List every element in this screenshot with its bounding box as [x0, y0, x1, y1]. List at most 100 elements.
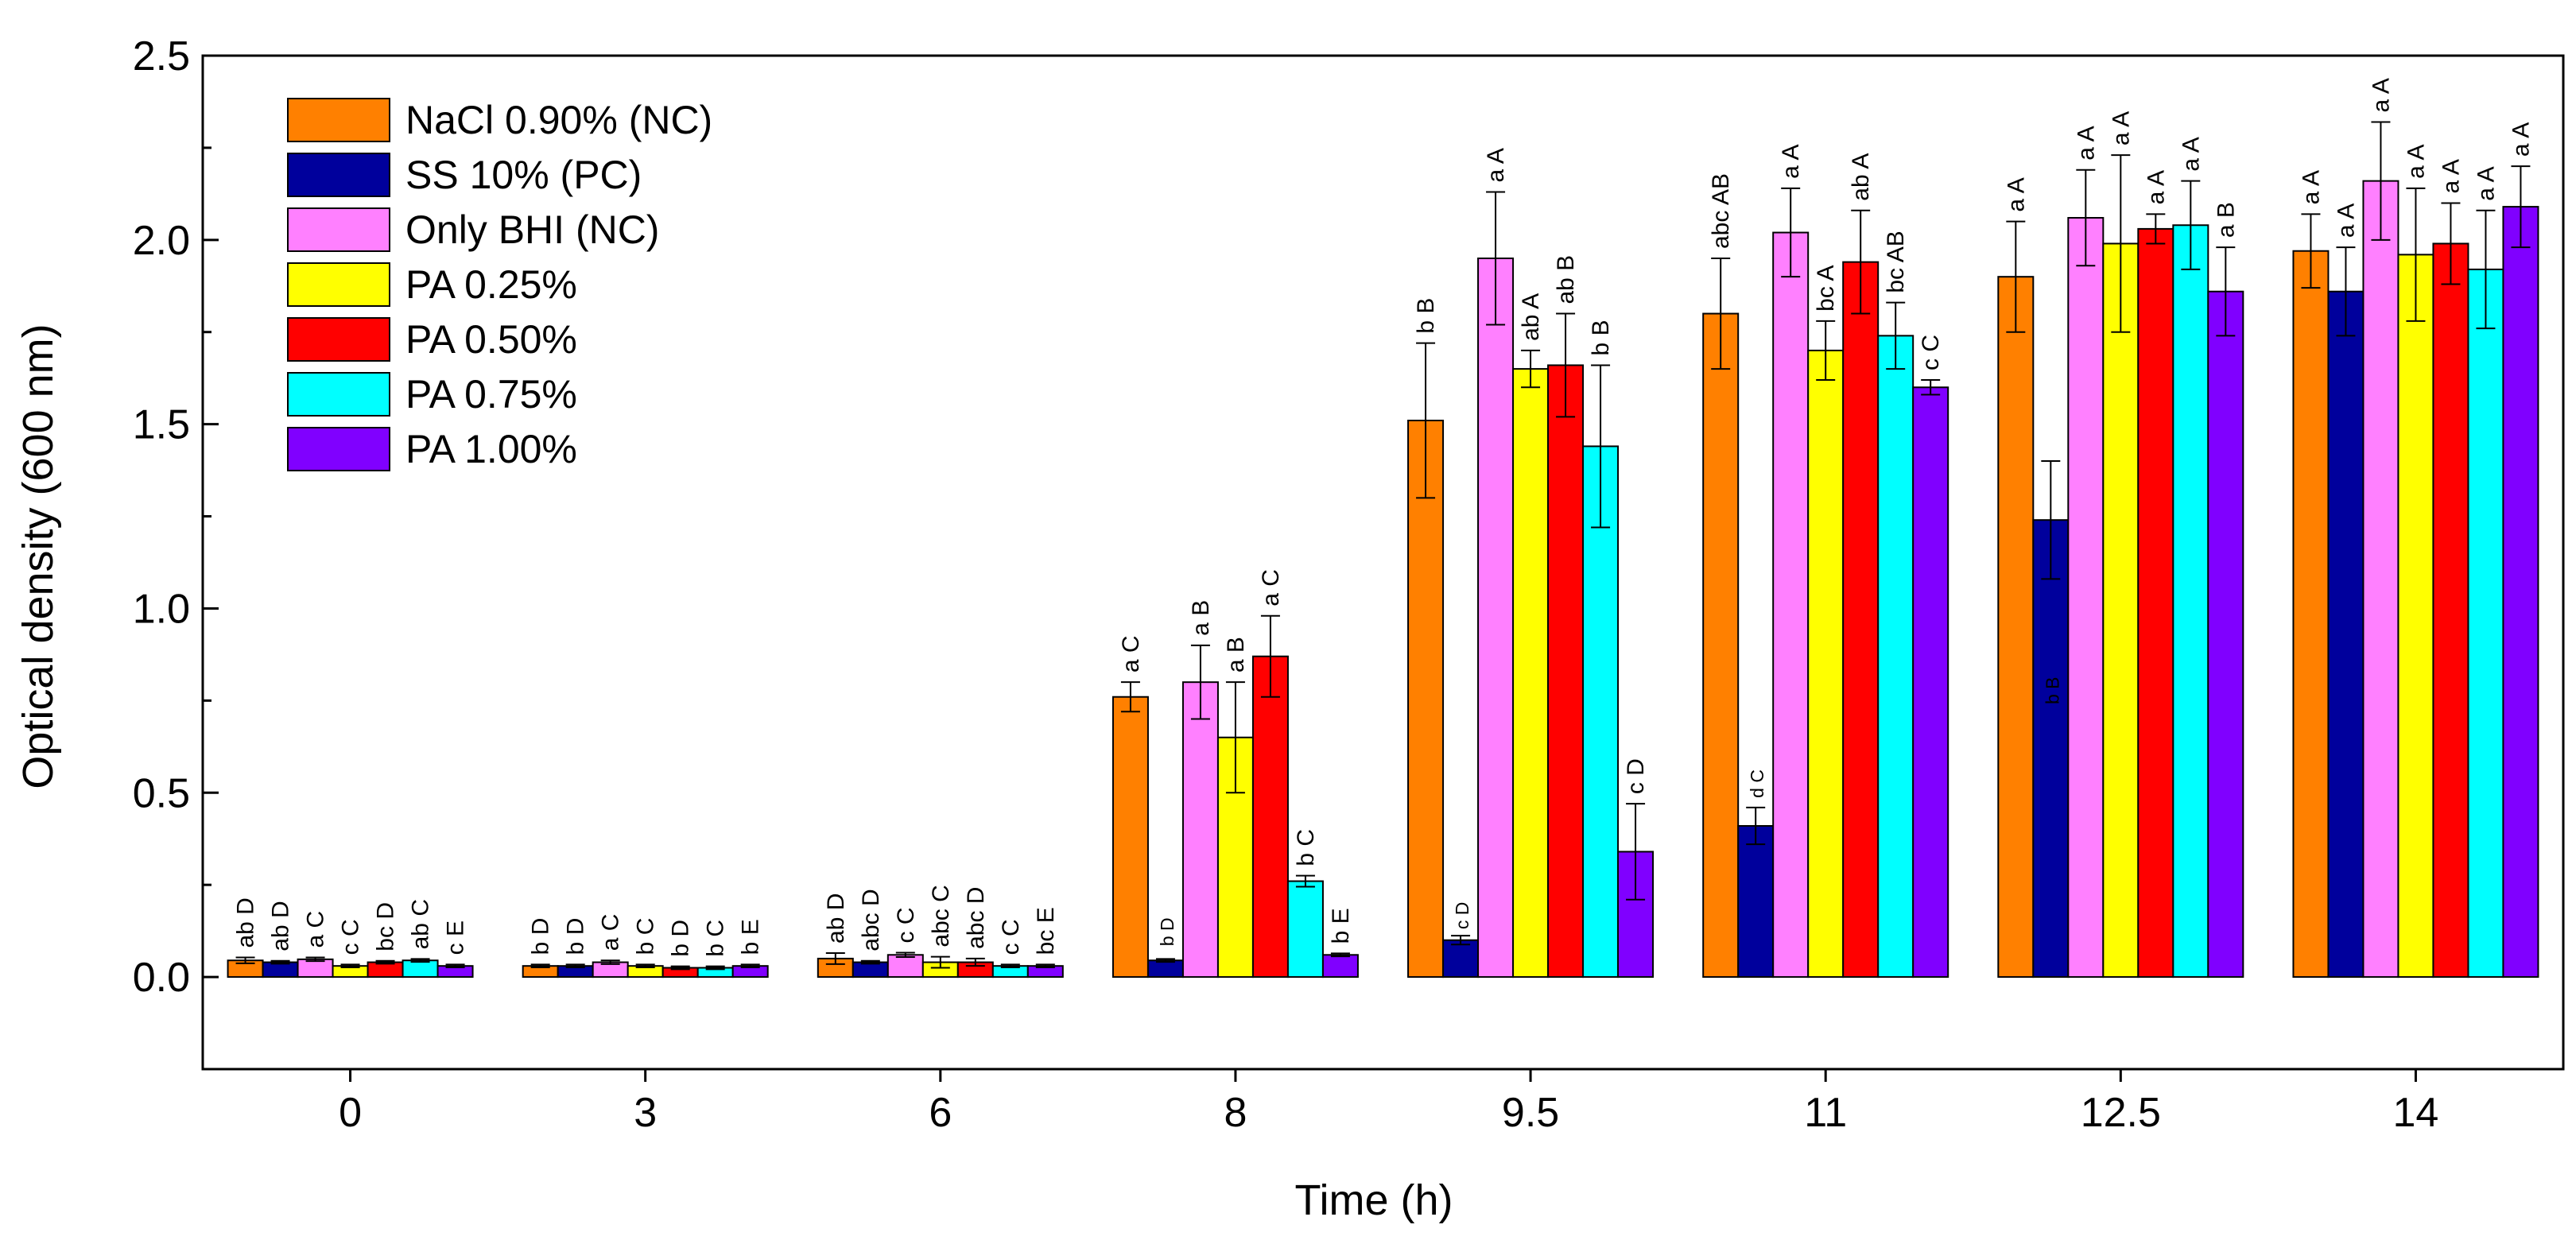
legend: NaCl 0.90% (NC) SS 10% (PC) Only BHI (NC) P…	[287, 98, 712, 471]
bar-5-t11	[1842, 261, 1880, 979]
sig-label-2-t12.5: b B	[2042, 676, 2062, 704]
sig-label-2-t0: ab D	[268, 901, 294, 951]
sig-label-3-t8: a B	[1188, 600, 1214, 636]
bar-3-t8	[1181, 681, 1219, 979]
bar-4-t14	[2397, 254, 2434, 979]
sig-label-3-t0: a C	[303, 911, 329, 948]
bar-2-t9.5	[1442, 939, 1480, 979]
bar-1-t11	[1702, 312, 1740, 979]
y-axis-title: Optical density (600 nm)	[14, 324, 62, 789]
sig-label-3-t14: a A	[2368, 78, 2394, 112]
bar-7-t14	[2502, 206, 2539, 979]
legend-label-6: PA 0.75%	[405, 372, 577, 417]
y-tick-label-2.5: 2.5	[133, 33, 190, 79]
sig-label-1-t11: abc AB	[1708, 173, 1734, 249]
sig-label-3-t11: a A	[1778, 145, 1804, 179]
y-tick-label-0.5: 0.5	[133, 770, 190, 816]
sig-label-5-t6: abc D	[963, 887, 989, 949]
sig-label-2-t3: b D	[563, 918, 589, 955]
sig-label-1-t3: b D	[528, 918, 554, 955]
bar-7-t11	[1912, 386, 1949, 979]
bar-6-t14	[2467, 268, 2504, 979]
sig-label-2-t14: a A	[2333, 203, 2359, 238]
sig-label-2-t11: d C	[1747, 769, 1767, 798]
sig-label-6-t0: ab C	[408, 899, 434, 949]
bar-7-t8	[1321, 954, 1359, 979]
legend-swatch-6	[287, 372, 390, 417]
y-tick-label-2.0: 2.0	[133, 218, 190, 264]
sig-label-7-t12.5: a B	[2213, 202, 2239, 238]
bar-1-t8	[1111, 696, 1149, 979]
sig-label-1-t12.5: a A	[2003, 177, 2029, 211]
bar-1-t12.5	[1997, 276, 2035, 979]
legend-label-3: Only BHI (NC)	[405, 207, 659, 252]
bar-1-t9.5	[1407, 420, 1445, 979]
legend-swatch-4	[287, 262, 390, 307]
x-tick-label-0: 0	[339, 1090, 362, 1136]
sig-label-6-t8: b C	[1293, 829, 1319, 866]
legend-label-7: PA 1.00%	[405, 427, 577, 471]
legend-label-5: PA 0.50%	[405, 317, 577, 362]
legend-label-1: NaCl 0.90% (NC)	[405, 98, 712, 142]
bar-3-t9.5	[1477, 258, 1515, 979]
bar-3-t12.5	[2067, 217, 2105, 979]
sig-label-3-t9.5: a A	[1483, 148, 1509, 182]
bar-3-t14	[2362, 180, 2399, 979]
bar-6-t11	[1877, 335, 1915, 979]
sig-label-1-t6: ab D	[823, 893, 849, 944]
bar-3-t0	[297, 958, 334, 979]
legend-swatch-2	[287, 153, 390, 197]
bar-5-t8	[1251, 655, 1289, 979]
x-tick-label-12.5: 12.5	[2081, 1090, 2161, 1136]
sig-label-6-t3: b C	[703, 920, 729, 957]
bar-5-t12.5	[2137, 227, 2174, 979]
sig-label-6-t9.5: b B	[1588, 320, 1614, 355]
sig-label-5-t12.5: a A	[2143, 170, 2169, 204]
sig-label-5-t3: b D	[668, 920, 694, 957]
sig-label-4-t11: bc A	[1813, 265, 1839, 311]
bar-4-t12.5	[2102, 242, 2140, 979]
sig-label-4-t0: c C	[338, 919, 364, 955]
bar-6-t12.5	[2172, 224, 2209, 979]
sig-label-1-t0: ab D	[233, 897, 259, 948]
x-tick-label-3: 3	[634, 1090, 657, 1136]
bar-2-t14	[2327, 290, 2365, 979]
sig-label-6-t11: bc AB	[1883, 231, 1909, 293]
y-tick-label-1.0: 1.0	[133, 586, 190, 632]
sig-label-4-t14: a A	[2403, 145, 2429, 179]
bar-2-t11	[1737, 825, 1775, 979]
sig-label-6-t6: c C	[998, 919, 1024, 955]
sig-label-2-t8: b D	[1157, 917, 1177, 946]
bar-6-t8	[1286, 880, 1324, 979]
sig-label-4-t3: b C	[633, 918, 659, 955]
legend-label-2: SS 10% (PC)	[405, 153, 642, 197]
sig-label-7-t0: c E	[443, 920, 469, 955]
sig-label-5-t11: ab A	[1848, 153, 1874, 201]
significance-labels-layer: ab D b D ab D a C b B abc AB a A a A ab D b D abc …	[233, 78, 2535, 957]
bar-4-t9.5	[1512, 368, 1550, 979]
sig-label-7-t9.5: c D	[1623, 758, 1649, 794]
sig-label-5-t14: a A	[2438, 159, 2464, 193]
sig-label-6-t12.5: a A	[2178, 137, 2204, 171]
sig-label-3-t6: c C	[893, 907, 919, 943]
sig-label-1-t8: a C	[1118, 635, 1144, 672]
sig-label-2-t9.5: c D	[1452, 902, 1472, 930]
legend-swatch-7	[287, 427, 390, 471]
bar-5-t14	[2432, 242, 2469, 979]
axes-layer: 0.0 0.5 1.0 1.5 2.0 2.5 0 3 6 8 9.5 11 12.5 14	[133, 33, 2565, 1136]
bar-1-t14	[2292, 250, 2330, 979]
sig-label-7-t6: bc E	[1033, 907, 1059, 955]
error-bars-layer	[235, 121, 2531, 971]
sig-label-2-t6: abc D	[858, 889, 884, 951]
x-tick-label-14: 14	[2393, 1090, 2439, 1136]
bars-layer	[227, 180, 2539, 979]
bar-2-t12.5	[2032, 519, 2070, 979]
sig-label-7-t11: c C	[1918, 335, 1944, 370]
bar-3-t11	[1772, 231, 1810, 979]
legend-swatch-1	[287, 98, 390, 142]
y-tick-label-0.0: 0.0	[133, 955, 190, 1001]
sig-label-3-t12.5: a A	[2073, 126, 2099, 160]
sig-label-5-t8: a C	[1258, 569, 1284, 606]
